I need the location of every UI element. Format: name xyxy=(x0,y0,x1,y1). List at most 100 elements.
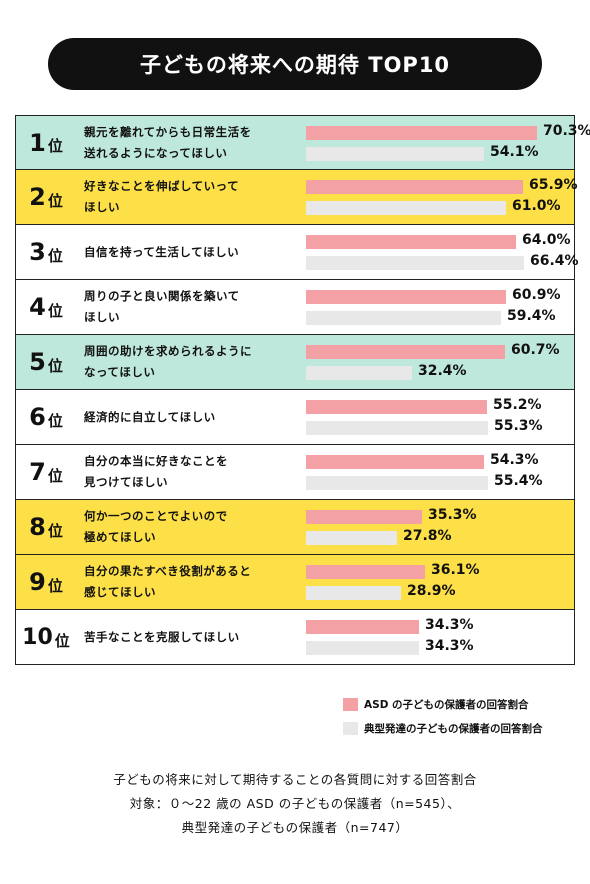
rank-suffix: 位 xyxy=(47,521,63,540)
legend-item-asd: ASD の子どもの保護者の回答割合 xyxy=(343,693,543,715)
bar-asd xyxy=(306,345,505,359)
footnote-line-2: 対象：０～22 歳の ASD の子どもの保護者（n=545）、 xyxy=(129,796,461,811)
value-label-asd: 60.9% xyxy=(512,287,561,303)
bar-group: 60.7% 32.4% xyxy=(306,335,574,389)
ranking-row: 2 位好きなことを伸ばしていって ほしい 65.9% 61.0% xyxy=(15,170,578,225)
ranking-table: 1 位親元を離れてからも日常生活を 送れるようになってほしい 70.3% 54.1% 2… xyxy=(15,115,590,665)
legend-label-typical: 典型発達の子どもの保護者の回答割合 xyxy=(364,722,543,735)
bar-group: 70.3% 54.1% xyxy=(306,116,590,169)
chart-title: 子どもの将来への期待 TOP10 xyxy=(48,38,542,90)
bar-asd xyxy=(306,455,484,469)
rank-number: 5 xyxy=(29,348,46,376)
value-label-typical: 66.4% xyxy=(530,253,579,269)
bar-typical xyxy=(306,256,524,270)
rank-number: 10 xyxy=(22,624,53,650)
rank-label: 10 位 xyxy=(16,610,76,664)
bar-typical xyxy=(306,366,412,380)
bar-asd xyxy=(306,620,419,634)
ranking-row: 9 位自分の果たすべき役割があると 感じてほしい 36.1% 28.9% xyxy=(15,555,575,610)
rank-number: 2 xyxy=(29,183,46,211)
rank-suffix: 位 xyxy=(47,191,63,210)
value-label-asd: 36.1% xyxy=(431,562,480,578)
category-label: 親元を離れてからも日常生活を 送れるようになってほしい xyxy=(84,124,252,160)
rank-suffix: 位 xyxy=(47,137,63,155)
rank-suffix: 位 xyxy=(47,246,63,265)
rank-number: 1 xyxy=(29,128,46,157)
value-label-typical: 34.3% xyxy=(425,638,474,654)
value-label-asd: 70.3% xyxy=(543,123,590,139)
bar-asd xyxy=(306,400,487,414)
category-label: 何か一つのことでよいので 極めてほしい xyxy=(84,509,228,544)
bar-asd xyxy=(306,180,523,194)
rank-number: 9 xyxy=(29,568,46,596)
bar-typical xyxy=(306,201,506,215)
value-label-typical: 27.8% xyxy=(403,528,452,544)
ranking-row: 10 位苦手なことを克服してほしい 34.3% 34.3% xyxy=(15,610,575,665)
bar-asd xyxy=(306,565,425,579)
footnote-line-1: 子どもの将来に対して期待することの各質問に対する回答割合 xyxy=(113,772,477,787)
bar-typical xyxy=(306,147,484,161)
footnote: 子どもの将来に対して期待することの各質問に対する回答割合 対象：０～22 歳の … xyxy=(0,768,590,840)
value-label-typical: 55.4% xyxy=(494,473,543,489)
bar-typical xyxy=(306,476,488,490)
legend-swatch-asd xyxy=(343,697,358,711)
bar-group: 35.3% 27.8% xyxy=(306,500,574,554)
ranking-row: 3 位自信を持って生活してほしい 64.0% 66.4% xyxy=(15,225,579,280)
bar-asd xyxy=(306,126,537,140)
rank-suffix: 位 xyxy=(47,411,63,430)
ranking-row: 5 位周囲の助けを求められるように なってほしい 60.7% 32.4% xyxy=(15,335,575,390)
bar-group: 34.3% 34.3% xyxy=(306,610,574,664)
bar-asd xyxy=(306,235,516,249)
value-label-typical: 28.9% xyxy=(407,583,456,599)
ranking-row: 8 位何か一つのことでよいので 極めてほしい 35.3% 27.8% xyxy=(15,500,575,555)
rank-number: 8 xyxy=(29,513,46,541)
rank-number: 7 xyxy=(29,458,46,486)
bar-group: 55.2% 55.3% xyxy=(306,390,574,444)
bar-group: 36.1% 28.9% xyxy=(306,555,574,609)
legend-label-asd: ASD の子どもの保護者の回答割合 xyxy=(364,698,529,711)
rank-suffix: 位 xyxy=(47,356,63,375)
value-label-typical: 55.3% xyxy=(494,418,543,434)
category-label: 経済的に自立してほしい xyxy=(84,409,216,424)
value-label-asd: 60.7% xyxy=(511,342,560,358)
category-label: 苦手なことを克服してほしい xyxy=(84,629,240,644)
ranking-row: 4 位周りの子と良い関係を築いて ほしい 60.9% 59.4% xyxy=(15,280,575,335)
legend-swatch-typical xyxy=(343,721,358,735)
bar-group: 64.0% 66.4% xyxy=(306,225,579,279)
legend: ASD の子どもの保護者の回答割合 典型発達の子どもの保護者の回答割合 xyxy=(343,693,543,741)
category-label: 周りの子と良い関係を築いて ほしい xyxy=(84,289,240,324)
ranking-row: 1 位親元を離れてからも日常生活を 送れるようになってほしい 70.3% 54.1% xyxy=(15,115,590,170)
value-label-typical: 54.1% xyxy=(490,144,539,160)
bar-group: 60.9% 59.4% xyxy=(306,280,574,334)
value-label-asd: 55.2% xyxy=(493,397,542,413)
value-label-asd: 54.3% xyxy=(490,452,539,468)
value-label-asd: 65.9% xyxy=(529,177,578,193)
category-label: 自分の果たすべき役割があると 感じてほしい xyxy=(84,564,252,599)
value-label-asd: 35.3% xyxy=(428,507,477,523)
ranking-row: 7 位自分の本当に好きなことを 見つけてほしい 54.3% 55.4% xyxy=(15,445,575,500)
rank-suffix: 位 xyxy=(47,466,63,485)
rank-number: 6 xyxy=(29,403,46,431)
rank-number: 4 xyxy=(29,293,46,321)
value-label-asd: 64.0% xyxy=(522,232,571,248)
bar-group: 65.9% 61.0% xyxy=(306,170,578,224)
value-label-typical: 59.4% xyxy=(507,308,556,324)
bar-asd xyxy=(306,510,422,524)
footnote-line-3: 典型発達の子どもの保護者（n=747） xyxy=(181,820,409,835)
rank-suffix: 位 xyxy=(47,576,63,595)
category-label: 自信を持って生活してほしい xyxy=(84,244,240,259)
bar-typical xyxy=(306,641,419,655)
legend-item-typical: 典型発達の子どもの保護者の回答割合 xyxy=(343,717,543,739)
bar-typical xyxy=(306,311,501,325)
bar-typical xyxy=(306,421,488,435)
value-label-typical: 32.4% xyxy=(418,363,467,379)
